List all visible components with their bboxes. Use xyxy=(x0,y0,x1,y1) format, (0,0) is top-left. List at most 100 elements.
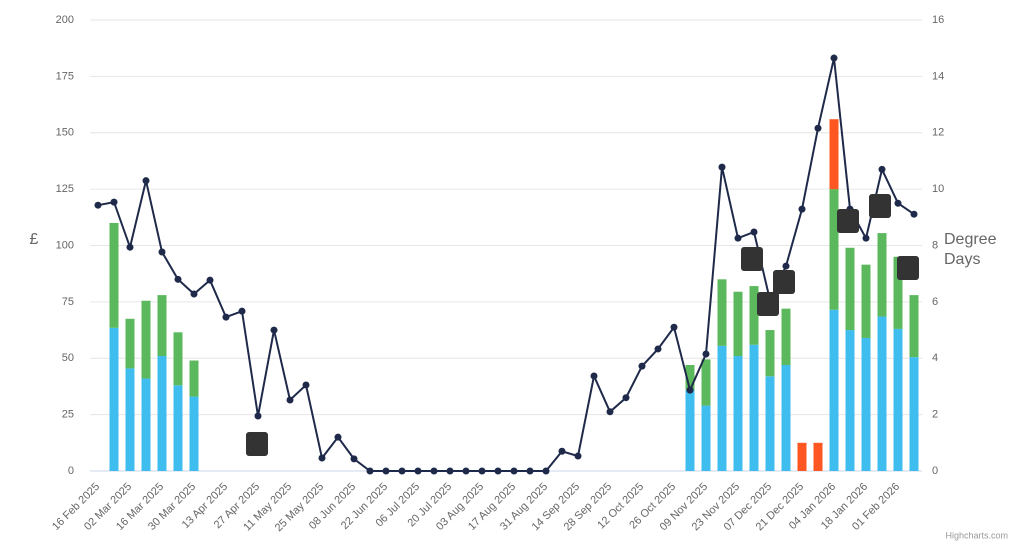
line-point xyxy=(206,276,214,284)
line-point xyxy=(718,163,726,171)
y-tick-label: 150 xyxy=(56,127,74,139)
y2-tick-label: 10 xyxy=(932,183,944,195)
bar xyxy=(109,222,119,328)
bar xyxy=(733,355,743,471)
bar xyxy=(189,396,199,471)
bar xyxy=(877,316,887,471)
line-point xyxy=(126,243,134,251)
bar xyxy=(909,357,919,471)
line-point xyxy=(526,467,534,475)
y-tick-label: 100 xyxy=(56,239,74,251)
bar xyxy=(125,318,135,369)
y2-tick-label: 14 xyxy=(932,70,944,82)
y-tick-label: 125 xyxy=(56,183,74,195)
line-point xyxy=(590,372,598,380)
line-point xyxy=(174,275,182,283)
meter-icon xyxy=(869,194,891,218)
line-point xyxy=(750,228,758,236)
y2-tick-label: 4 xyxy=(932,352,938,364)
y-tick-label: 75 xyxy=(62,296,74,308)
bar xyxy=(701,359,711,406)
bar xyxy=(909,295,919,358)
line-point xyxy=(318,454,326,462)
bar xyxy=(701,405,711,471)
bar xyxy=(141,300,151,379)
line-point xyxy=(270,326,278,334)
bar xyxy=(845,247,855,331)
line-point xyxy=(894,199,902,207)
line-point xyxy=(398,467,406,475)
note-icon xyxy=(246,432,268,456)
note-icon xyxy=(773,270,795,294)
y2-tick-label: 8 xyxy=(932,239,938,251)
line xyxy=(97,57,915,472)
bar xyxy=(173,385,183,471)
line-point xyxy=(190,290,198,298)
icons xyxy=(246,194,919,456)
y2-tick-label: 0 xyxy=(932,465,938,477)
line-point xyxy=(878,165,886,173)
y2-tick-label: 16 xyxy=(932,14,944,26)
bar xyxy=(893,328,903,471)
bar xyxy=(141,378,151,471)
line-point xyxy=(606,408,614,416)
bar xyxy=(845,330,855,471)
y-tick-label: 25 xyxy=(62,409,74,421)
line-point xyxy=(222,313,230,321)
y2-tick-label: 12 xyxy=(932,127,944,139)
line-point xyxy=(382,467,390,475)
line-point xyxy=(494,467,502,475)
bar xyxy=(733,291,743,356)
bar xyxy=(781,365,791,471)
line-point xyxy=(798,205,806,213)
bar xyxy=(877,233,887,317)
y2-tick-label: 6 xyxy=(932,296,938,308)
bar xyxy=(829,119,839,190)
y-axis-title: £ xyxy=(30,231,39,248)
line-point xyxy=(158,248,166,256)
line-point xyxy=(254,412,262,420)
line-point xyxy=(622,394,630,402)
line-point xyxy=(142,177,150,185)
y2-tick-label: 2 xyxy=(932,409,938,421)
line-point xyxy=(702,350,710,358)
bar xyxy=(893,256,903,329)
line-point xyxy=(286,396,294,404)
bar xyxy=(173,332,183,386)
line-point xyxy=(110,198,118,206)
bar xyxy=(685,365,695,390)
line-point xyxy=(302,381,310,389)
line-point xyxy=(670,323,678,331)
line-point xyxy=(654,345,662,353)
credits[interactable]: Highcharts.com xyxy=(945,530,1008,540)
meter-icon xyxy=(897,256,919,280)
bar xyxy=(717,345,727,471)
note-icon xyxy=(741,247,763,271)
bar xyxy=(797,442,807,471)
bar xyxy=(125,368,135,471)
bar xyxy=(813,442,823,471)
line-point xyxy=(414,467,422,475)
bar xyxy=(157,295,167,356)
bar xyxy=(157,355,167,471)
line-point xyxy=(94,201,102,209)
line-point xyxy=(862,234,870,242)
bar xyxy=(861,337,871,471)
line-point xyxy=(686,386,694,394)
y-tick-label: 175 xyxy=(56,70,74,82)
bar xyxy=(781,308,791,366)
line-point xyxy=(638,362,646,370)
y2-axis-title: Degree Days xyxy=(944,231,997,268)
line-point xyxy=(350,455,358,463)
bar xyxy=(717,279,727,346)
bar xyxy=(829,189,839,310)
line-point xyxy=(814,124,822,132)
line-point xyxy=(462,467,470,475)
y-tick-label: 0 xyxy=(68,465,74,477)
bar xyxy=(765,376,775,471)
y-tick-label: 50 xyxy=(62,352,74,364)
bar xyxy=(765,330,775,377)
y-tick-label: 200 xyxy=(56,14,74,26)
